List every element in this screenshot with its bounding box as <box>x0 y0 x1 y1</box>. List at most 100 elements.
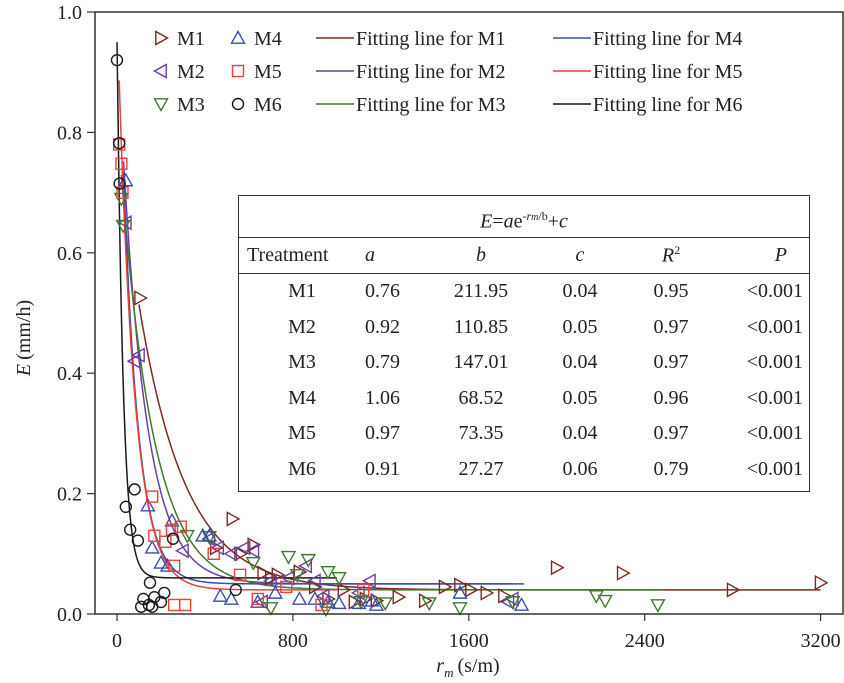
legend-label-m3: M3 <box>177 94 205 116</box>
point-m3 <box>377 597 393 612</box>
x-tick-label: 3200 <box>801 630 841 652</box>
fit-table-grid: Treatment a b c R2 P M1 0.76 211.95 0.04 0.9… <box>239 238 809 487</box>
point-m2 <box>262 573 277 589</box>
cell-a: 0.79 <box>365 351 400 374</box>
header-r2: R2 <box>625 238 717 274</box>
point-m3 <box>331 571 347 586</box>
point-m1 <box>247 537 262 553</box>
legend-marker-m6 <box>231 97 245 111</box>
legend-label-m4: M4 <box>254 28 282 50</box>
point-m2 <box>254 594 269 610</box>
cell-b: 27.27 <box>458 457 504 480</box>
cell-a: 0.91 <box>365 457 400 480</box>
table-row: M4 1.06 68.52 0.05 0.96 <0.001 <box>239 381 809 417</box>
axes: 0 800 1600 2400 3200 0.0 0.2 0.4 0.6 0.8 1.0 <box>57 2 844 652</box>
cell-treatment: M3 <box>288 351 316 374</box>
point-m2 <box>131 347 145 363</box>
point-m6 <box>123 523 137 536</box>
cell-c: 0.06 <box>562 457 598 480</box>
cell-r2: 0.97 <box>653 422 689 445</box>
legend-label-m6: M6 <box>254 94 282 116</box>
cell-r2: 0.96 <box>653 386 689 409</box>
cell-c: 0.05 <box>562 386 598 409</box>
data-points <box>110 53 829 618</box>
point-m3 <box>113 192 130 207</box>
point-m1 <box>726 582 741 598</box>
y-tick-label: 0.6 <box>57 243 82 265</box>
legend-marker-m1 <box>155 30 169 46</box>
point-m2 <box>245 543 260 559</box>
point-m3 <box>597 594 613 609</box>
point-m1 <box>134 290 149 306</box>
point-m1 <box>814 575 829 591</box>
cell-r2: 0.79 <box>653 457 689 480</box>
point-m4 <box>144 539 160 554</box>
cell-b: 68.52 <box>458 386 504 409</box>
header-p: P <box>717 238 809 274</box>
x-axis-label: rm (s/m) <box>436 655 499 680</box>
legend-marker-m2 <box>153 63 167 79</box>
point-m5 <box>357 583 370 597</box>
cell-c: 0.05 <box>562 315 598 338</box>
fit-line-m4 <box>122 172 524 585</box>
point-m5 <box>167 598 181 612</box>
legend: M1 M4 M2 M5 M3 M6 Fitting line for M1 Fitting l… <box>153 28 742 116</box>
point-m5 <box>159 535 172 548</box>
point-m4 <box>250 594 266 608</box>
cell-p: <0.001 <box>746 280 803 303</box>
point-m4 <box>331 595 347 610</box>
point-m6 <box>143 576 157 589</box>
table-row: M6 0.91 27.27 0.06 0.79 <0.001 <box>239 452 809 488</box>
point-m5 <box>165 523 179 536</box>
cell-b: 211.95 <box>453 280 509 303</box>
legend-fit-label-m5: Fitting line for M5 <box>593 61 742 83</box>
cell-a: 0.97 <box>365 422 400 445</box>
cell-b: 73.35 <box>458 422 504 445</box>
x-tick-label: 2400 <box>625 630 665 652</box>
point-m1 <box>480 585 495 601</box>
point-m6 <box>158 586 171 600</box>
point-m4 <box>164 512 180 527</box>
point-m3 <box>320 565 336 580</box>
fit-line-m5 <box>118 80 337 591</box>
point-m4 <box>159 557 176 572</box>
cell-r2: 0.97 <box>653 351 689 374</box>
legend-label-m1: M1 <box>177 28 205 50</box>
y-tick-label: 0.8 <box>57 122 82 144</box>
point-m4 <box>223 591 240 605</box>
point-m1 <box>550 559 565 576</box>
table-row: M3 0.79 147.01 0.04 0.97 <0.001 <box>239 345 809 381</box>
point-m4 <box>153 554 169 569</box>
point-m2 <box>117 215 132 231</box>
point-m6 <box>131 534 145 547</box>
point-m3 <box>353 596 369 610</box>
point-m5 <box>233 568 247 582</box>
point-m3 <box>280 550 297 565</box>
legend-marker-m5 <box>231 64 245 78</box>
table-header-row: Treatment a b c R2 P <box>239 238 809 274</box>
y-tick-label: 1.0 <box>57 2 82 24</box>
point-m1 <box>308 579 323 595</box>
y-tick-label: 0.0 <box>57 604 82 626</box>
point-m3 <box>452 602 468 616</box>
x-tick-label: 0 <box>112 630 122 652</box>
fit-line-m3 <box>120 174 663 591</box>
point-m3 <box>289 568 305 583</box>
cell-r2: 0.97 <box>653 315 689 338</box>
point-m1 <box>257 565 272 581</box>
cell-treatment: M6 <box>288 457 316 480</box>
point-m1 <box>465 582 479 598</box>
cell-c: 0.04 <box>562 280 598 303</box>
fit-line-m6 <box>116 42 337 579</box>
point-m5 <box>251 592 264 606</box>
point-m3 <box>421 597 437 612</box>
point-m5 <box>280 580 293 594</box>
cell-a: 1.06 <box>365 386 400 409</box>
cell-treatment: M4 <box>288 386 316 409</box>
point-m6 <box>166 532 180 545</box>
header-treatment: Treatment <box>239 238 365 274</box>
point-m1 <box>498 588 512 604</box>
table-row: M2 0.92 110.85 0.05 0.97 <0.001 <box>239 310 809 346</box>
point-m4 <box>513 597 530 611</box>
